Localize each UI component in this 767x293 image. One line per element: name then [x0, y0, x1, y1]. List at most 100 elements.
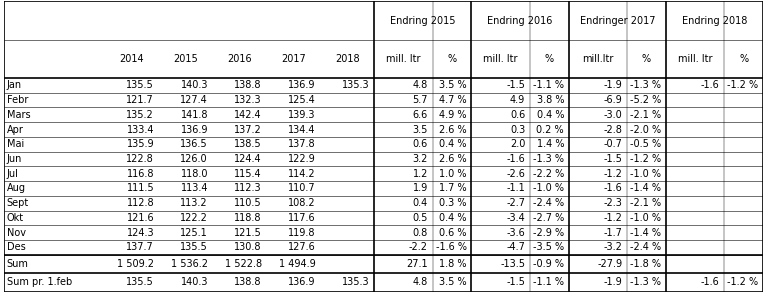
Text: -2.6: -2.6 [506, 169, 525, 179]
Text: 1 494.9: 1 494.9 [279, 259, 316, 269]
Text: -2.1 %: -2.1 % [630, 198, 661, 208]
Text: -1.9: -1.9 [604, 277, 623, 287]
Text: 2.0: 2.0 [510, 139, 525, 149]
Text: -1.3 %: -1.3 % [533, 154, 564, 164]
Text: -3.4: -3.4 [506, 213, 525, 223]
Text: 135.5: 135.5 [180, 242, 208, 252]
Text: -4.7: -4.7 [506, 242, 525, 252]
Text: -1.1 %: -1.1 % [533, 277, 564, 287]
Text: -0.9 %: -0.9 % [533, 259, 564, 269]
Text: 4.7 %: 4.7 % [439, 95, 467, 105]
Text: 121.6: 121.6 [127, 213, 154, 223]
Text: 136.9: 136.9 [180, 125, 208, 134]
Text: Endring 2016: Endring 2016 [487, 16, 553, 25]
Text: Endring 2015: Endring 2015 [390, 16, 456, 25]
Text: %: % [545, 54, 554, 64]
Text: 1.7 %: 1.7 % [439, 183, 467, 193]
Text: -1.2: -1.2 [604, 169, 623, 179]
Text: -2.9 %: -2.9 % [533, 228, 564, 238]
Text: 112.8: 112.8 [127, 198, 154, 208]
Text: 2.6 %: 2.6 % [439, 154, 467, 164]
Text: 0.4 %: 0.4 % [439, 139, 467, 149]
Text: 117.6: 117.6 [288, 213, 316, 223]
Text: 118.8: 118.8 [235, 213, 262, 223]
Text: 0.6: 0.6 [413, 139, 428, 149]
Text: -1.2: -1.2 [604, 213, 623, 223]
Text: 6.6: 6.6 [413, 110, 428, 120]
Text: 135.9: 135.9 [127, 139, 154, 149]
Text: -1.2 %: -1.2 % [630, 154, 661, 164]
Text: 136.5: 136.5 [180, 139, 208, 149]
Text: -1.1: -1.1 [506, 183, 525, 193]
Text: -0.7: -0.7 [604, 139, 623, 149]
Text: 2018: 2018 [335, 54, 360, 64]
Text: 127.4: 127.4 [180, 95, 208, 105]
Text: Jan: Jan [7, 80, 22, 90]
Text: -2.8: -2.8 [604, 125, 623, 134]
Text: 111.5: 111.5 [127, 183, 154, 193]
Text: 0.4 %: 0.4 % [439, 213, 467, 223]
Text: 1.0 %: 1.0 % [439, 169, 467, 179]
Text: 3.2: 3.2 [413, 154, 428, 164]
Text: 118.0: 118.0 [180, 169, 208, 179]
Text: -1.4 %: -1.4 % [630, 228, 661, 238]
Text: -1.1 %: -1.1 % [533, 80, 564, 90]
Text: 122.2: 122.2 [180, 213, 208, 223]
Text: 3.8 %: 3.8 % [537, 95, 564, 105]
Text: 3.5 %: 3.5 % [439, 277, 467, 287]
Text: 125.4: 125.4 [288, 95, 316, 105]
Text: Endring 2018: Endring 2018 [682, 16, 747, 25]
Text: %: % [447, 54, 456, 64]
Text: -1.6: -1.6 [701, 277, 719, 287]
Text: -1.2 %: -1.2 % [727, 277, 759, 287]
Text: 1 536.2: 1 536.2 [171, 259, 208, 269]
Text: Endringer 2017: Endringer 2017 [580, 16, 655, 25]
Text: 133.4: 133.4 [127, 125, 154, 134]
Text: 113.2: 113.2 [180, 198, 208, 208]
Text: Sum: Sum [7, 259, 28, 269]
Text: 27.1: 27.1 [407, 259, 428, 269]
Text: Jul: Jul [7, 169, 18, 179]
Text: 1.9: 1.9 [413, 183, 428, 193]
Text: 0.3 %: 0.3 % [439, 198, 467, 208]
Text: 135.3: 135.3 [342, 80, 370, 90]
Text: -1.9: -1.9 [604, 80, 623, 90]
Text: -1.0 %: -1.0 % [533, 183, 564, 193]
Text: 124.3: 124.3 [127, 228, 154, 238]
Text: Nov: Nov [7, 228, 26, 238]
Text: -3.2: -3.2 [604, 242, 623, 252]
Text: -1.3 %: -1.3 % [630, 277, 661, 287]
Text: 0.6: 0.6 [510, 110, 525, 120]
Text: Aug: Aug [7, 183, 26, 193]
Text: 134.4: 134.4 [288, 125, 316, 134]
Text: 125.1: 125.1 [180, 228, 208, 238]
Text: 4.8: 4.8 [413, 80, 428, 90]
Text: 135.5: 135.5 [127, 277, 154, 287]
Text: 113.4: 113.4 [180, 183, 208, 193]
Text: -1.6: -1.6 [506, 154, 525, 164]
Text: 1 509.2: 1 509.2 [117, 259, 154, 269]
Text: -1.6: -1.6 [604, 183, 623, 193]
Text: 137.2: 137.2 [234, 125, 262, 134]
Text: Febr: Febr [7, 95, 28, 105]
Text: -0.5 %: -0.5 % [630, 139, 661, 149]
Text: %: % [739, 54, 749, 64]
Text: 4.8: 4.8 [413, 277, 428, 287]
Text: 126.0: 126.0 [180, 154, 208, 164]
Text: 138.8: 138.8 [235, 80, 262, 90]
Text: 0.4: 0.4 [413, 198, 428, 208]
Text: -2.2: -2.2 [409, 242, 428, 252]
Text: -1.5: -1.5 [506, 277, 525, 287]
Text: 122.9: 122.9 [288, 154, 316, 164]
Text: mill.ltr: mill.ltr [582, 54, 614, 64]
Text: -1.5: -1.5 [506, 80, 525, 90]
Text: Okt: Okt [7, 213, 24, 223]
Text: 138.8: 138.8 [235, 277, 262, 287]
Text: -2.1 %: -2.1 % [630, 110, 661, 120]
Text: 139.3: 139.3 [288, 110, 316, 120]
Text: 108.2: 108.2 [288, 198, 316, 208]
Text: -1.0 %: -1.0 % [630, 169, 661, 179]
Text: 2.6 %: 2.6 % [439, 125, 467, 134]
Text: 132.3: 132.3 [234, 95, 262, 105]
Text: -3.0: -3.0 [604, 110, 623, 120]
